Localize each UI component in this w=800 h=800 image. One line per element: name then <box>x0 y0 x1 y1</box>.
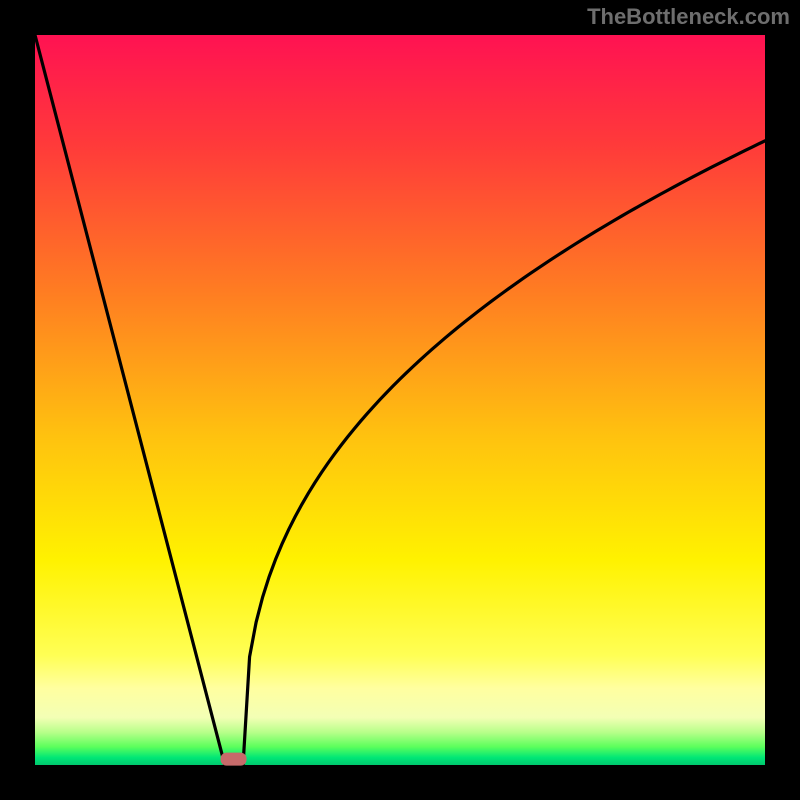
bottleneck-chart <box>0 0 800 800</box>
chart-container: TheBottleneck.com <box>0 0 800 800</box>
plot-background <box>35 35 765 765</box>
optimum-marker <box>221 753 247 766</box>
watermark-text: TheBottleneck.com <box>587 4 790 30</box>
